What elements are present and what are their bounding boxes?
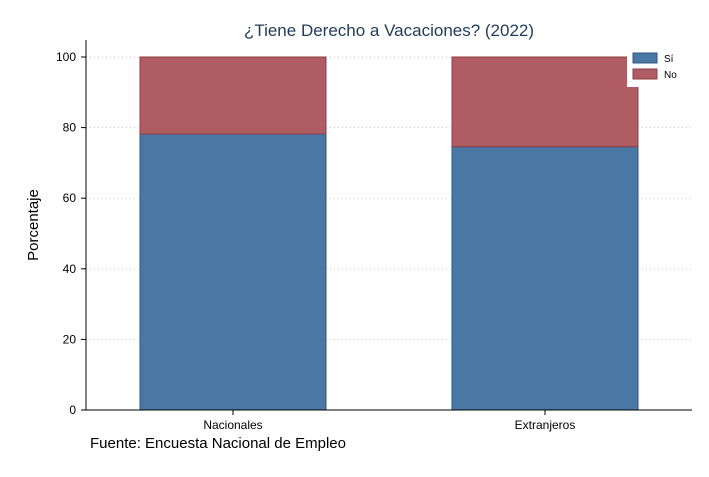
- axes: [81, 40, 692, 415]
- bar-extranjeros-no: [451, 56, 639, 148]
- bars: [139, 56, 639, 411]
- y-tick-label-80: 80: [63, 121, 77, 135]
- source-note: Fuente: Encuesta Nacional de Empleo: [90, 435, 346, 452]
- legend-label-no: No: [664, 70, 677, 81]
- x-tick-label-nacionales: Nacionales: [203, 418, 262, 432]
- legend: Sí No: [627, 47, 697, 87]
- tick-labels: 0 20 40 60 80 100 Nacionales Extranjeros: [56, 50, 575, 432]
- y-tick-label-60: 60: [63, 191, 77, 205]
- x-tick-label-extranjeros: Extranjeros: [515, 418, 576, 432]
- bar-extranjeros-si: [451, 146, 639, 411]
- legend-swatch-si: [632, 52, 658, 64]
- legend-swatch-no: [632, 68, 658, 80]
- chart-title: ¿Tiene Derecho a Vacaciones? (2022): [244, 21, 534, 40]
- bar-nacionales-si: [139, 133, 327, 411]
- bar-nacionales-no: [139, 56, 327, 135]
- y-tick-label-40: 40: [63, 262, 77, 276]
- y-tick-label-100: 100: [56, 50, 76, 64]
- y-tick-label-20: 20: [63, 332, 77, 346]
- y-axis-label: Porcentaje: [25, 189, 42, 261]
- legend-label-si: Sí: [664, 54, 674, 65]
- y-tick-label-0: 0: [69, 403, 76, 417]
